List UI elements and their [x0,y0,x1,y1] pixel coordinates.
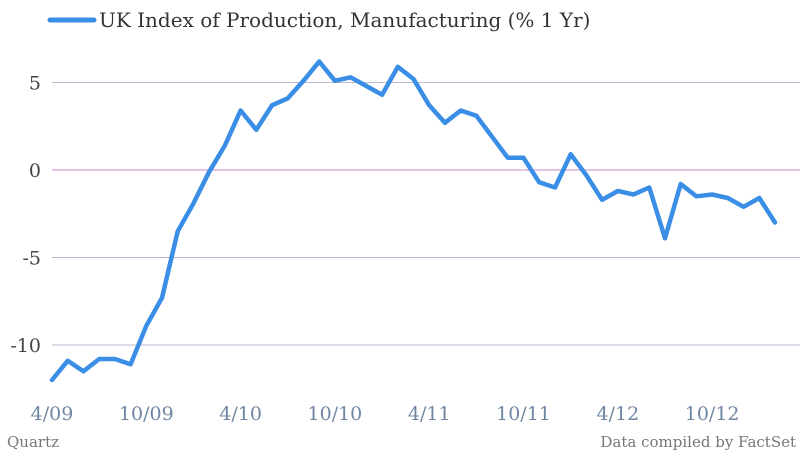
y-tick-label: 0 [29,160,41,182]
y-tick-label: -5 [22,248,41,270]
credit-label: Quartz [7,433,60,451]
x-tick-label: 4/11 [408,403,451,425]
y-tick-label: 5 [29,73,41,95]
legend: UK Index of Production, Manufacturing (%… [47,8,590,32]
series-line [49,59,778,383]
x-tick-label: 4/10 [219,403,262,425]
y-axis-tick-labels: 5 0 -5 -10 [10,73,41,358]
series [49,59,778,383]
x-tick-label: 10/10 [308,403,363,425]
x-axis-tick-labels: 4/09 10/09 4/10 10/10 4/11 10/11 4/12 10/12 [31,403,740,425]
x-tick-label: 10/11 [496,403,551,425]
legend-label: UK Index of Production, Manufacturing (%… [99,8,590,32]
y-tick-label: -10 [10,335,41,357]
x-tick-label: 4/12 [596,403,639,425]
gridlines [52,82,800,346]
line-chart: UK Index of Production, Manufacturing (%… [10,8,800,425]
x-tick-label: 4/09 [31,403,74,425]
source-label: Data compiled by FactSet [600,433,796,451]
x-tick-label: 10/12 [685,403,740,425]
x-tick-label: 10/09 [119,403,174,425]
